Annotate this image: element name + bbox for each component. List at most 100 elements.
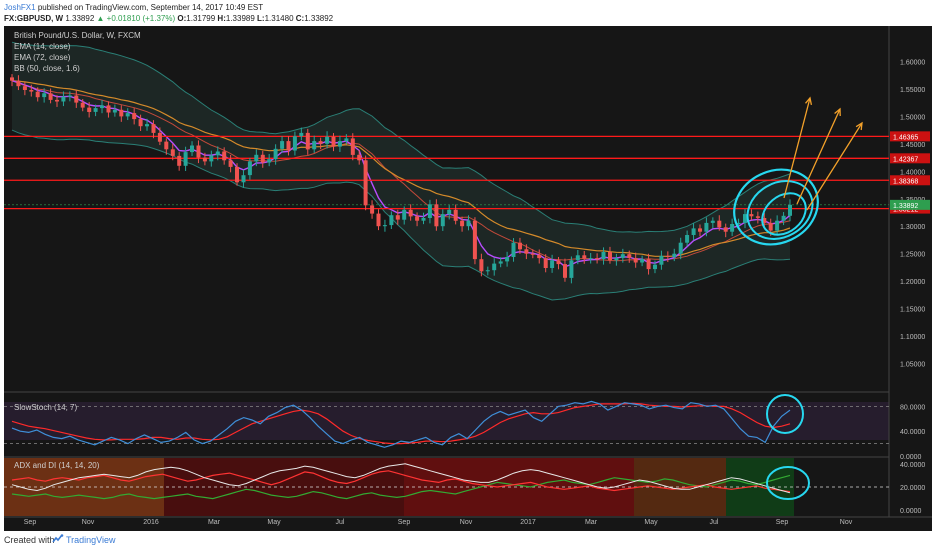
di-minus-line <box>11 470 791 493</box>
symbol-label: FX:GBPUSD, W <box>4 14 64 23</box>
publish-line: JoshFX1 published on TradingView.com, Se… <box>4 3 263 12</box>
open-value: 1.31799 <box>186 14 216 23</box>
candle-body <box>614 258 619 261</box>
legend-bb[interactable]: BB (50, close, 1.6) <box>14 64 80 73</box>
candle-body <box>691 228 696 235</box>
y-tick-label: 1.25000 <box>900 252 925 259</box>
candle-body <box>498 261 503 264</box>
candle-body <box>337 141 342 147</box>
x-tick-label: Sep <box>24 519 37 526</box>
x-tick-label: 2016 <box>143 519 159 526</box>
level-price-label: 1.33212 <box>893 207 918 214</box>
candle-body <box>563 264 567 278</box>
candle-body <box>511 242 516 257</box>
adx-trend-background <box>164 458 404 516</box>
candle-body <box>370 205 375 214</box>
candle-body <box>530 253 535 255</box>
candle-body <box>434 204 439 227</box>
candle-body <box>344 138 349 142</box>
level-price-tag <box>890 153 930 164</box>
x-tick-label: May <box>267 519 281 526</box>
candle-body <box>125 113 130 117</box>
candle-body <box>427 204 432 218</box>
candle-body <box>106 105 111 113</box>
x-tick-label: Nov <box>82 519 95 526</box>
candle-body <box>698 228 702 232</box>
candle-body <box>292 136 297 151</box>
candle-body <box>325 136 330 144</box>
x-tick-label: Sep <box>398 519 411 526</box>
x-tick-label: Mar <box>585 519 598 526</box>
tradingview-brand-link[interactable]: TradingView <box>66 535 116 545</box>
candle-body <box>132 113 137 120</box>
stoch-pane-title[interactable]: SlowStoch (14, 7) <box>14 403 77 412</box>
candle-body <box>157 132 162 142</box>
level-price-tag <box>890 175 930 186</box>
open-label: O: <box>177 14 187 23</box>
candle-body <box>608 252 612 261</box>
low-label: L: <box>257 14 265 23</box>
candle-body <box>524 249 529 254</box>
x-tick-label: May <box>644 519 658 526</box>
annotation-circle <box>761 192 807 236</box>
candle-body <box>228 160 233 167</box>
candle-body <box>762 218 767 223</box>
candle-body <box>717 220 722 228</box>
candle-body <box>55 99 59 102</box>
candle-body <box>543 258 548 268</box>
legend-ema72[interactable]: EMA (72, close) <box>14 53 71 62</box>
forecast-arrow <box>796 108 841 205</box>
candle-body <box>331 136 336 147</box>
candle-body <box>48 93 53 100</box>
candle-body <box>595 258 600 260</box>
legend-ema14[interactable]: EMA (14, close) <box>14 42 71 51</box>
candle-body <box>215 151 220 156</box>
author-name[interactable]: JoshFX1 <box>4 3 36 12</box>
candle-body <box>743 214 747 223</box>
candle-body <box>273 148 278 160</box>
tradingview-logo-icon[interactable] <box>52 534 64 547</box>
candle-body <box>505 257 510 262</box>
stoch-y-tick-label: 80.0000 <box>900 404 925 411</box>
candle-body <box>286 141 291 151</box>
x-tick-label: 2017 <box>520 519 536 526</box>
candle-body <box>685 235 690 243</box>
candle-body <box>190 145 194 153</box>
x-tick-label: Sep <box>776 519 789 526</box>
y-tick-label: 1.55000 <box>900 87 925 94</box>
stoch-y-tick-label: 40.0000 <box>900 429 925 436</box>
candle-body <box>389 215 394 226</box>
candle-body <box>749 214 754 217</box>
footer: Created with TradingView <box>0 531 932 550</box>
candle-body <box>646 259 651 270</box>
candle-body <box>710 220 715 223</box>
candle-body <box>402 209 407 220</box>
price-chart-svg[interactable]: 1.600001.550001.500001.450001.400001.350… <box>4 26 932 531</box>
candle-body <box>601 252 606 260</box>
candle-body <box>408 209 413 217</box>
adx-pane-title[interactable]: ADX and DI (14, 14, 20) <box>14 461 100 470</box>
candle-body <box>267 159 272 163</box>
forecast-arrow <box>806 122 863 211</box>
level-price-label: 1.42367 <box>893 156 918 163</box>
candle-body <box>440 214 445 227</box>
candle-body <box>22 86 27 90</box>
candle-body <box>35 91 40 98</box>
close-label: C: <box>295 14 305 23</box>
candle-body <box>10 77 14 81</box>
candle-body <box>755 216 760 218</box>
candle-body <box>640 259 645 263</box>
last-price: 1.33892 <box>65 14 95 23</box>
candle-body <box>678 242 683 254</box>
forecast-arrow-head <box>805 96 813 106</box>
candle-body <box>659 255 664 265</box>
stoch-annotation-circle <box>766 394 804 434</box>
candle-body <box>556 260 561 265</box>
candle-body <box>67 95 72 97</box>
candle-body <box>145 124 149 127</box>
publish-info: published on TradingView.com, September … <box>37 3 264 12</box>
candle-body <box>29 90 34 92</box>
candle-body <box>382 225 387 227</box>
candle-body <box>376 213 381 227</box>
chart-area[interactable]: 1.600001.550001.500001.450001.400001.350… <box>4 26 932 531</box>
